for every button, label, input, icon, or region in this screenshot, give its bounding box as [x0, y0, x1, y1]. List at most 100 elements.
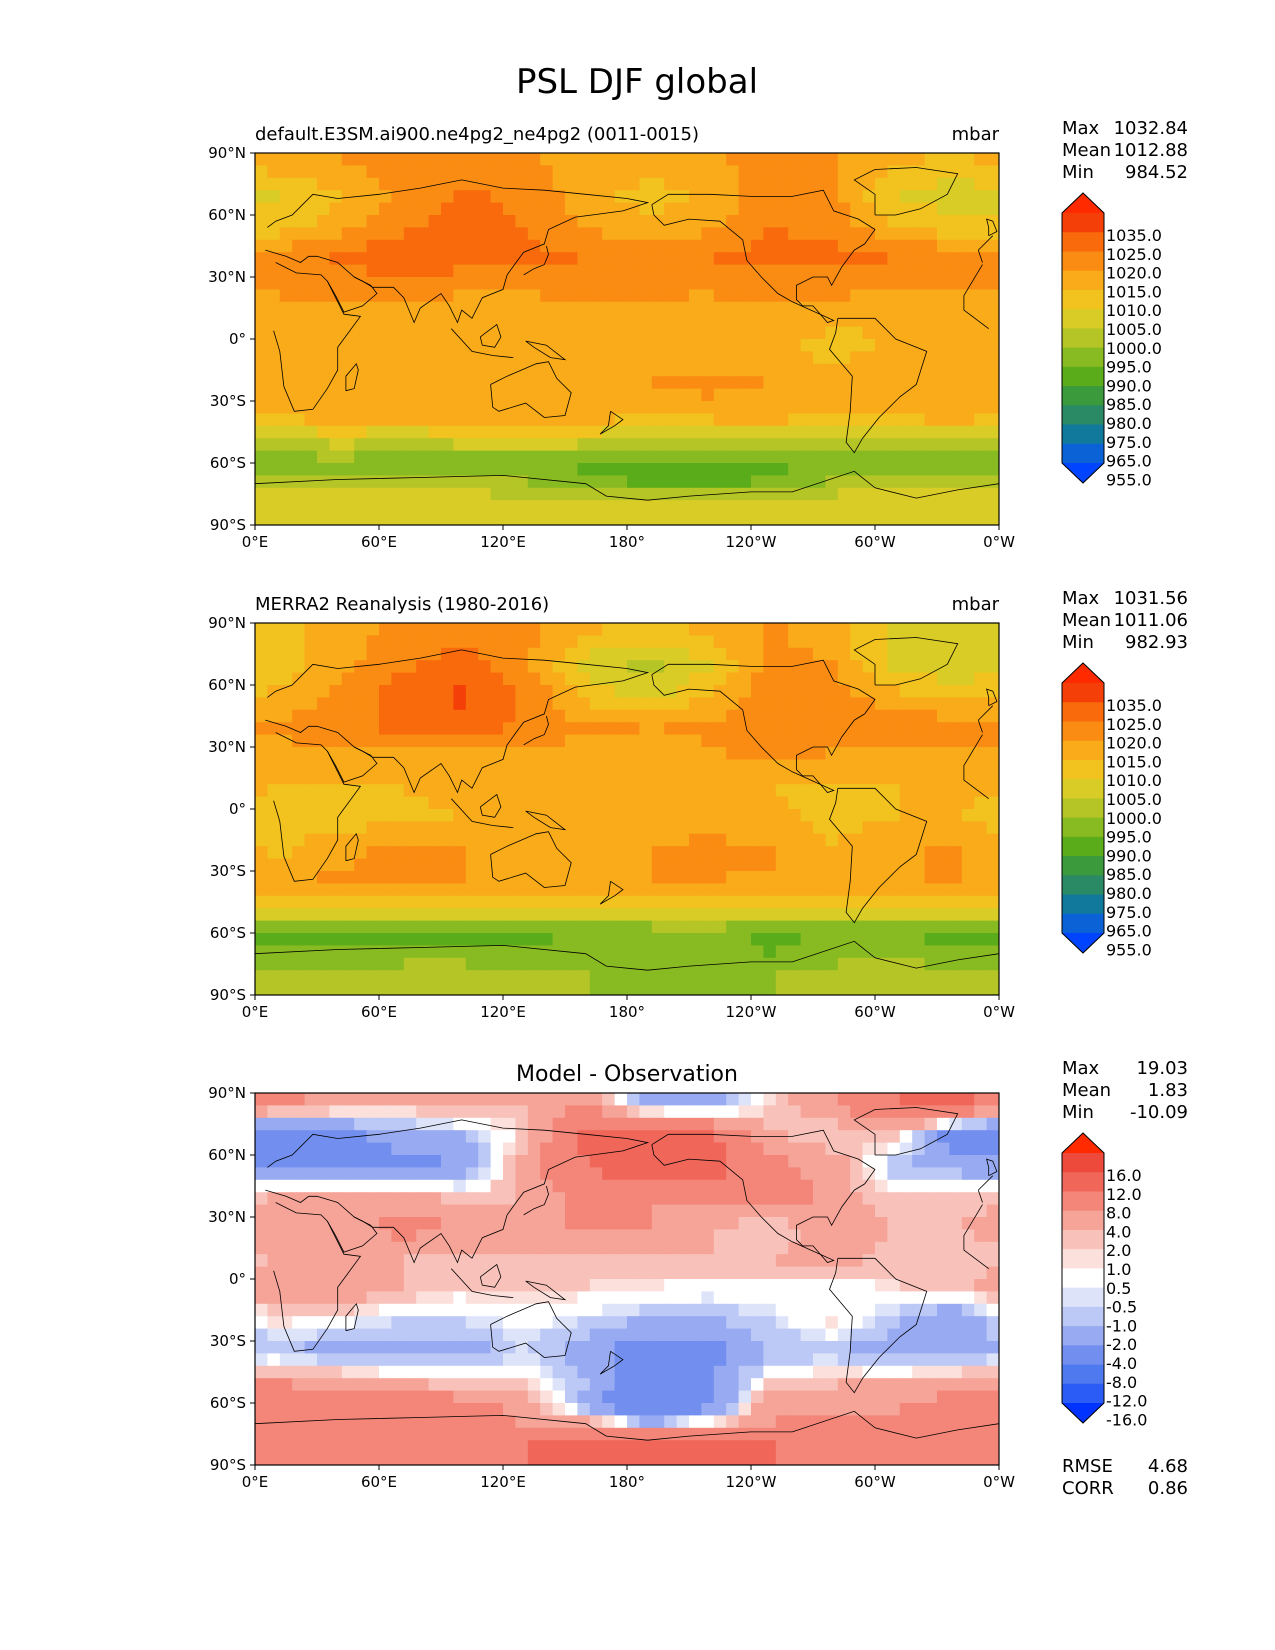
- map-cell: [279, 1279, 293, 1292]
- map-cell: [862, 871, 876, 884]
- map-cell: [800, 672, 814, 686]
- map-cell: [912, 413, 926, 427]
- map-cell: [527, 1316, 541, 1330]
- map-cell: [490, 1217, 504, 1230]
- map-cell: [887, 709, 901, 723]
- map-cell: [577, 177, 591, 191]
- map-cell: [887, 1204, 901, 1218]
- map-cell: [689, 227, 702, 241]
- map-cell: [317, 425, 330, 439]
- map-cell: [813, 339, 826, 352]
- map-cell: [441, 252, 454, 266]
- map-cell: [354, 970, 368, 984]
- map-cell: [837, 821, 851, 835]
- map-cell: [664, 970, 678, 984]
- map-cell: [317, 1341, 330, 1354]
- map-cell: [614, 153, 628, 166]
- map-cell: [912, 463, 926, 476]
- map-cell: [689, 647, 702, 661]
- map-cell: [478, 672, 492, 686]
- map-cell: [490, 697, 504, 711]
- map-cell: [961, 463, 975, 476]
- map-cell: [304, 463, 318, 476]
- map-cell: [974, 697, 988, 711]
- map-cell: [428, 450, 442, 464]
- map-cell: [255, 1130, 268, 1144]
- map-cell: [354, 623, 368, 636]
- map-cell: [366, 487, 380, 501]
- map-cell: [292, 759, 306, 773]
- map-cell: [639, 289, 653, 303]
- map-cell: [341, 190, 355, 204]
- map-cell: [800, 846, 814, 860]
- map-cell: [850, 1093, 864, 1106]
- map-cell: [490, 1328, 504, 1342]
- map-cell: [379, 512, 392, 525]
- map-cell: [577, 413, 591, 427]
- map-cell: [478, 1167, 492, 1181]
- map-cell: [441, 895, 454, 909]
- map-cell: [255, 1192, 268, 1206]
- map-cell: [552, 1167, 566, 1181]
- map-cell: [924, 1328, 938, 1342]
- map-cell: [726, 982, 740, 995]
- map-cell: [887, 796, 901, 810]
- map-cell: [639, 425, 653, 439]
- map-cell: [515, 475, 529, 489]
- colorbar-label: 980.0: [1106, 414, 1152, 433]
- lon-tick-label: 120°E: [480, 533, 526, 551]
- map-cell: [651, 512, 665, 525]
- map-cell: [850, 1229, 864, 1243]
- map-cell: [478, 215, 492, 228]
- map-cell: [453, 339, 467, 352]
- map-cell: [751, 697, 764, 711]
- map-cell: [937, 512, 950, 525]
- map-cell: [775, 1117, 789, 1131]
- map-cell: [403, 177, 417, 191]
- map-cell: [837, 314, 851, 328]
- map-cell: [565, 734, 578, 748]
- map-cell: [279, 1254, 293, 1268]
- map-cell: [453, 1179, 467, 1193]
- map-cell: [267, 1130, 281, 1144]
- map-cell: [689, 450, 702, 464]
- map-cell: [887, 957, 901, 971]
- map-cell: [664, 623, 678, 636]
- map-cell: [552, 351, 566, 365]
- map-cell: [292, 871, 306, 884]
- map-cell: [317, 363, 330, 377]
- map-cell: [515, 1341, 529, 1354]
- map-cell: [701, 933, 715, 946]
- map-cell: [875, 660, 888, 674]
- map-cell: [366, 252, 380, 266]
- map-cell: [726, 314, 740, 328]
- map-cell: [366, 982, 380, 995]
- map-cell: [763, 227, 777, 241]
- map-cell: [441, 908, 454, 922]
- map-cell: [329, 771, 343, 785]
- map-cell: [403, 388, 417, 402]
- map-cell: [552, 784, 566, 798]
- map-cell: [552, 438, 566, 452]
- map-cell: [403, 734, 417, 748]
- map-cell: [924, 1105, 938, 1119]
- map-cell: [602, 450, 616, 464]
- map-cell: [279, 376, 293, 390]
- map-cell: [527, 1117, 541, 1131]
- map-cell: [974, 1303, 988, 1317]
- map-cell: [366, 1266, 380, 1280]
- map-cell: [527, 1229, 541, 1243]
- map-cell: [366, 709, 380, 723]
- map-cell: [354, 1204, 368, 1218]
- map-cell: [701, 1105, 715, 1119]
- map-cell: [775, 339, 789, 352]
- map-cell: [602, 623, 616, 636]
- map-cell: [726, 920, 740, 934]
- map-cell: [292, 982, 306, 995]
- map-cell: [738, 1328, 752, 1342]
- map-cell: [255, 1117, 268, 1131]
- map-cell: [899, 833, 913, 847]
- map-cell: [292, 1130, 306, 1144]
- map-cell: [837, 487, 851, 501]
- map-cell: [937, 153, 950, 166]
